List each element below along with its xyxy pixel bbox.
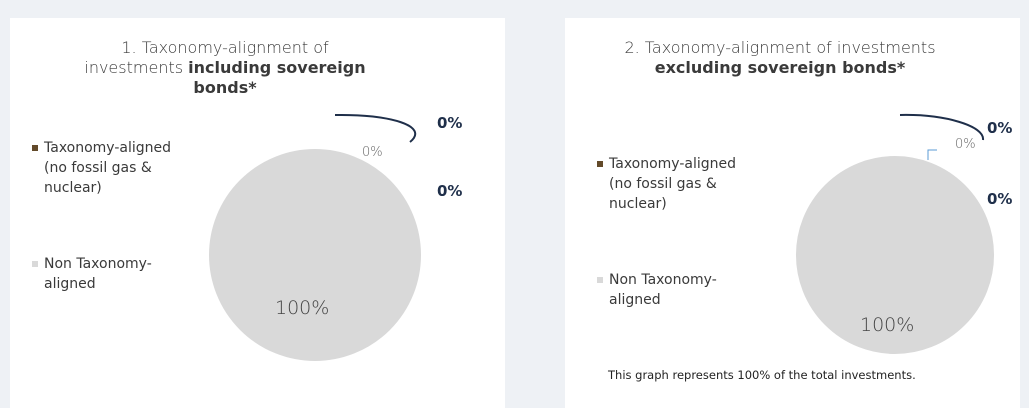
- legend-label: Taxonomy-aligned (no fossil gas & nuclea…: [44, 140, 172, 196]
- legend-item: Taxonomy-aligned (no fossil gas & nuclea…: [32, 138, 184, 198]
- annotation: 0%: [437, 182, 462, 200]
- data-label: 0%: [362, 145, 383, 160]
- pie-slice: [794, 153, 996, 357]
- pie-chart: 0% 100% 0% 0%: [207, 113, 462, 364]
- legend-swatch: [32, 261, 38, 267]
- legend-item: Taxonomy-aligned (no fossil gas & nuclea…: [597, 154, 749, 214]
- pie-slice: [207, 146, 423, 364]
- footnote: This graph represents 100% of the total …: [608, 368, 916, 382]
- legend-item: Non Taxonomy-aligned: [32, 254, 184, 294]
- chart-panel: 2. Taxonomy-alignment of investments exc…: [565, 18, 1020, 408]
- data-label: 0%: [955, 137, 976, 152]
- data-label: 100%: [275, 297, 329, 319]
- legend-label: Taxonomy-aligned (no fossil gas & nuclea…: [609, 156, 737, 212]
- annotation-curve: [334, 113, 417, 143]
- title-bold: excluding sovereign bonds*: [654, 58, 906, 77]
- chart-panel: 1. Taxonomy-alignment of investments inc…: [10, 18, 505, 408]
- annotation-curve: [899, 113, 984, 141]
- title-text: 2. Taxonomy-alignment of investments: [624, 38, 936, 57]
- chart-title: 2. Taxonomy-alignment of investments exc…: [620, 38, 940, 78]
- legend-label: Non Taxonomy-aligned: [609, 272, 717, 308]
- legend-swatch: [597, 161, 603, 167]
- legend-swatch: [597, 277, 603, 283]
- legend-swatch: [32, 145, 38, 151]
- annotation: 0%: [987, 119, 1012, 137]
- legend-label: Non Taxonomy-aligned: [44, 256, 152, 292]
- annotation: 0%: [437, 114, 462, 132]
- title-bold: including sovereign bonds*: [188, 58, 366, 97]
- legend-item: Non Taxonomy-aligned: [597, 270, 749, 310]
- pie-chart: 0% 100% 0% 0%: [794, 113, 1012, 357]
- data-label: 100%: [860, 314, 914, 336]
- leader-line: [927, 149, 937, 160]
- chart-title: 1. Taxonomy-alignment of investments inc…: [75, 38, 375, 98]
- title-text: 1. Taxonomy-alignment of investments: [84, 38, 329, 77]
- annotation: 0%: [987, 190, 1012, 208]
